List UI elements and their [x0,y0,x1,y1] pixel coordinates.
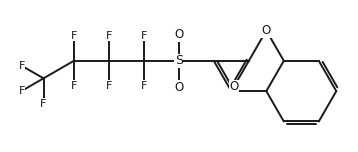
Text: O: O [174,28,183,41]
Text: F: F [40,98,47,109]
Text: F: F [141,31,147,41]
Text: F: F [106,31,112,41]
Text: F: F [106,81,112,91]
Text: F: F [19,86,25,96]
Text: O: O [229,80,238,93]
Text: S: S [175,54,183,67]
Text: O: O [262,24,271,37]
Text: F: F [71,81,77,91]
Text: O: O [174,81,183,94]
Text: F: F [141,81,147,91]
Text: F: F [71,31,77,41]
Text: F: F [19,61,25,71]
